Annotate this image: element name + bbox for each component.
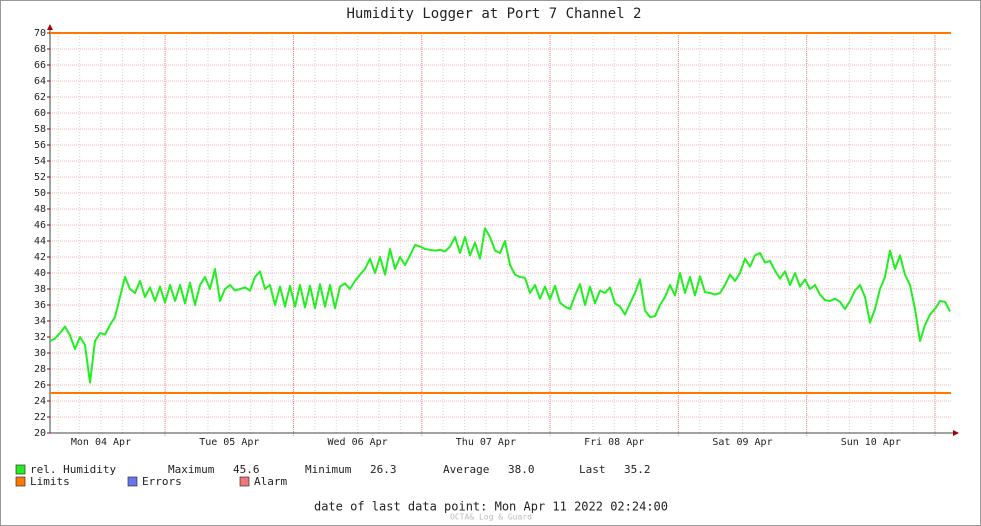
y-tick-label: 22 (34, 412, 46, 423)
y-arrow (47, 24, 53, 30)
y-tick-label: 66 (34, 60, 46, 71)
x-tick-label: Sun 10 Apr (841, 437, 901, 448)
y-tick-label: 26 (34, 380, 46, 391)
y-tick-label: 50 (34, 188, 46, 199)
y-tick-label: 48 (34, 204, 46, 215)
watermark: OCTA& Log & Guard (450, 513, 532, 522)
x-tick-label: Wed 06 Apr (327, 437, 387, 448)
y-tick-label: 54 (34, 156, 46, 167)
y-tick-label: 28 (34, 364, 46, 375)
y-tick-label: 68 (34, 44, 46, 55)
y-tick-label: 58 (34, 124, 46, 135)
legend-swatch (15, 476, 26, 487)
grid (50, 32, 951, 436)
y-tick-label: 64 (34, 76, 46, 87)
footer: date of last data point: Mon Apr 11 2022… (314, 500, 668, 514)
y-tick-label: 20 (34, 428, 46, 439)
y-tick-label: 52 (34, 172, 46, 183)
stat-name: Maximum (168, 463, 215, 476)
legend-swatch (239, 476, 250, 487)
legend-swatch (127, 476, 138, 487)
y-tick-label: 40 (34, 268, 46, 279)
stat-name: Last (579, 463, 606, 476)
chart-title: Humidity Logger at Port 7 Channel 2 (346, 6, 641, 22)
stat-value: 38.0 (508, 463, 535, 476)
y-tick-label: 62 (34, 92, 46, 103)
y-tick-label: 34 (34, 316, 46, 327)
x-tick-label: Thu 07 Apr (456, 437, 516, 448)
y-tick-label: 56 (34, 140, 46, 151)
y-tick-label: 30 (34, 348, 46, 359)
legend-label: Alarm (254, 475, 287, 488)
y-tick-label: 42 (34, 252, 46, 263)
stat-value: 45.6 (233, 463, 260, 476)
x-arrow (953, 430, 959, 436)
stat-value: 35.2 (624, 463, 651, 476)
plot-area (50, 33, 951, 433)
y-tick-label: 36 (34, 300, 46, 311)
stat-value: 26.3 (370, 463, 397, 476)
x-tick-label: Sat 09 Apr (712, 437, 772, 448)
y-tick-label: 38 (34, 284, 46, 295)
x-tick-label: Mon 04 Apr (71, 437, 131, 448)
y-tick-label: 24 (34, 396, 46, 407)
x-tick-label: Fri 08 Apr (584, 437, 644, 448)
y-tick-label: 44 (34, 236, 46, 247)
x-tick-label: Tue 05 Apr (199, 437, 259, 448)
stat-name: Minimum (305, 463, 352, 476)
stat-name: Average (443, 463, 489, 476)
legend-label: Limits (30, 475, 70, 488)
y-tick-label: 70 (34, 28, 46, 39)
y-tick-label: 32 (34, 332, 46, 343)
legend-label: rel. Humidity (30, 463, 116, 476)
data-line (49, 227, 951, 384)
legend-swatch (15, 464, 26, 475)
y-tick-label: 46 (34, 220, 46, 231)
legend-label: Errors (142, 475, 182, 488)
y-tick-label: 60 (34, 108, 46, 119)
